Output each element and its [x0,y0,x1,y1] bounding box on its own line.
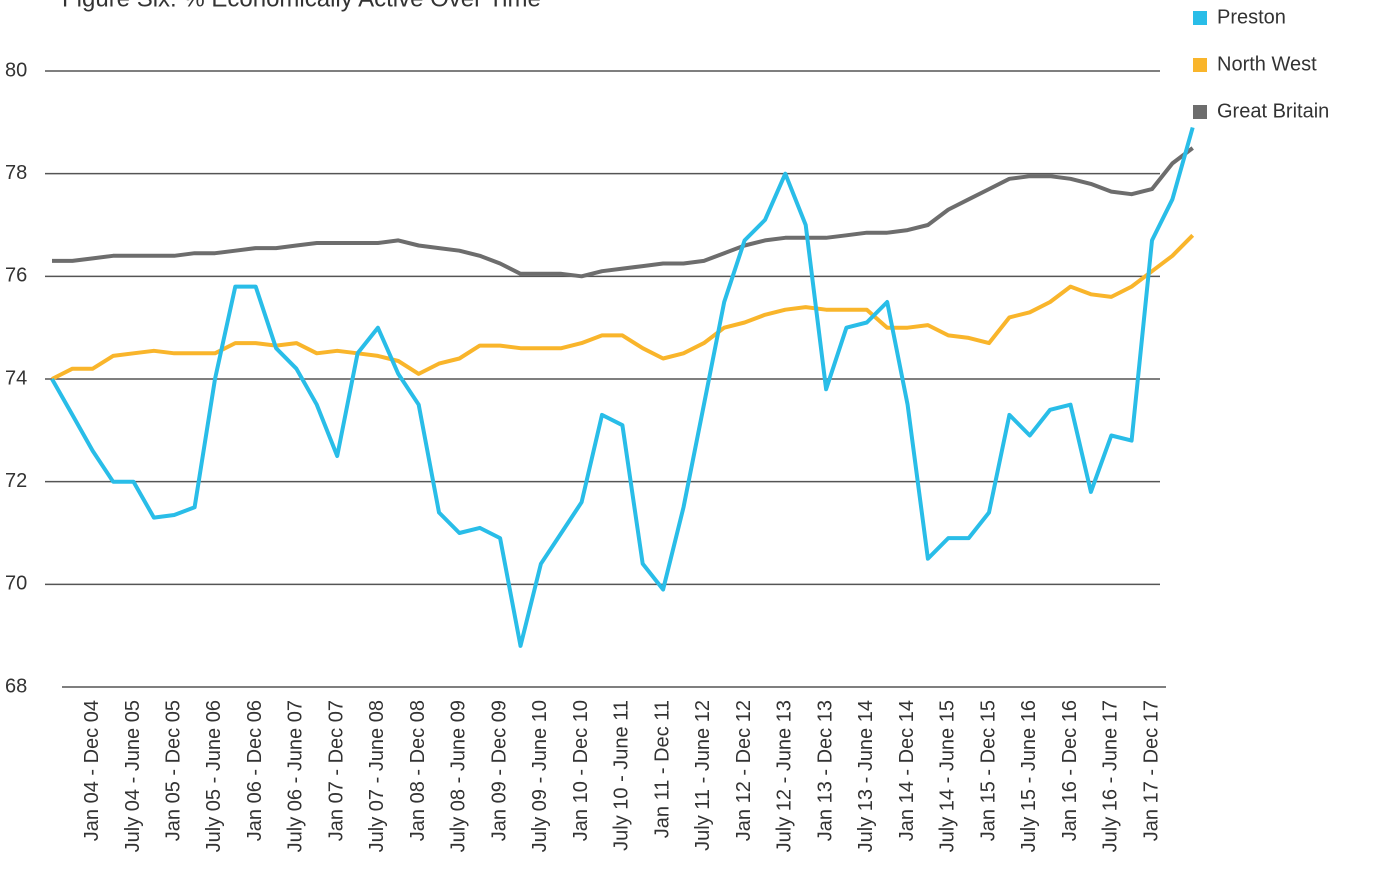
x-tick-label: Jan 12 - Dec 12 [733,700,755,841]
legend-swatch [1193,11,1207,25]
x-tick-label: Jan 09 - Dec 09 [488,700,510,841]
x-tick-label: Jan 05 - Dec 05 [163,700,185,841]
x-tick-label: Jan 04 - Dec 04 [81,700,103,841]
x-tick-label: Jan 10 - Dec 10 [570,700,592,841]
x-tick-label: July 10 - June 11 [611,700,633,851]
x-tick-label: July 11 - June 12 [692,700,714,851]
x-tick-label: Jan 13 - Dec 13 [814,700,836,841]
x-tick-label: Jan 08 - Dec 08 [407,700,429,841]
y-tick-label: 72 [5,470,27,492]
x-tick-label: Jan 07 - Dec 07 [325,700,347,841]
x-tick-label: Jan 17 - Dec 17 [1140,700,1162,841]
legend-label: Preston [1217,6,1286,28]
series-line [50,126,1195,648]
x-tick-label: July 06 - June 07 [285,700,307,852]
y-tick-label: 76 [5,265,27,287]
x-tick-label: Jan 06 - Dec 06 [244,700,266,841]
y-tick-label: 78 [5,162,27,184]
y-tick-label: 80 [5,59,27,81]
x-tick-label: Jan 11 - Dec 11 [651,700,673,838]
x-tick-label: July 15 - June 16 [1018,700,1040,852]
x-tick-label: July 09 - June 10 [529,700,551,852]
x-tick-label: Jan 14 - Dec 14 [896,700,918,841]
legend-label: Great Britain [1217,100,1329,122]
legend-label: North West [1217,53,1317,75]
x-tick-label: July 04 - June 05 [122,700,144,852]
x-tick-label: July 12 - June 13 [774,700,796,852]
legend-swatch [1193,58,1207,72]
chart-title: Figure Six: % Economically Active Over T… [62,0,541,12]
x-tick-label: July 08 - June 09 [448,700,470,852]
y-tick-label: 68 [5,675,27,697]
series-line [51,233,1195,381]
series-line [52,146,1194,279]
x-tick-label: Jan 15 - Dec 15 [977,700,999,841]
x-tick-label: July 16 - June 17 [1100,700,1122,852]
y-tick-label: 74 [5,367,27,389]
x-tick-label: July 07 - June 08 [366,700,388,852]
y-tick-label: 70 [5,573,27,595]
x-tick-label: Jan 16 - Dec 16 [1059,700,1081,841]
x-tick-label: July 13 - June 14 [855,700,877,852]
x-tick-label: July 14 - June 15 [937,700,959,852]
legend-swatch [1193,105,1207,119]
x-tick-label: July 05 - June 06 [203,700,225,852]
